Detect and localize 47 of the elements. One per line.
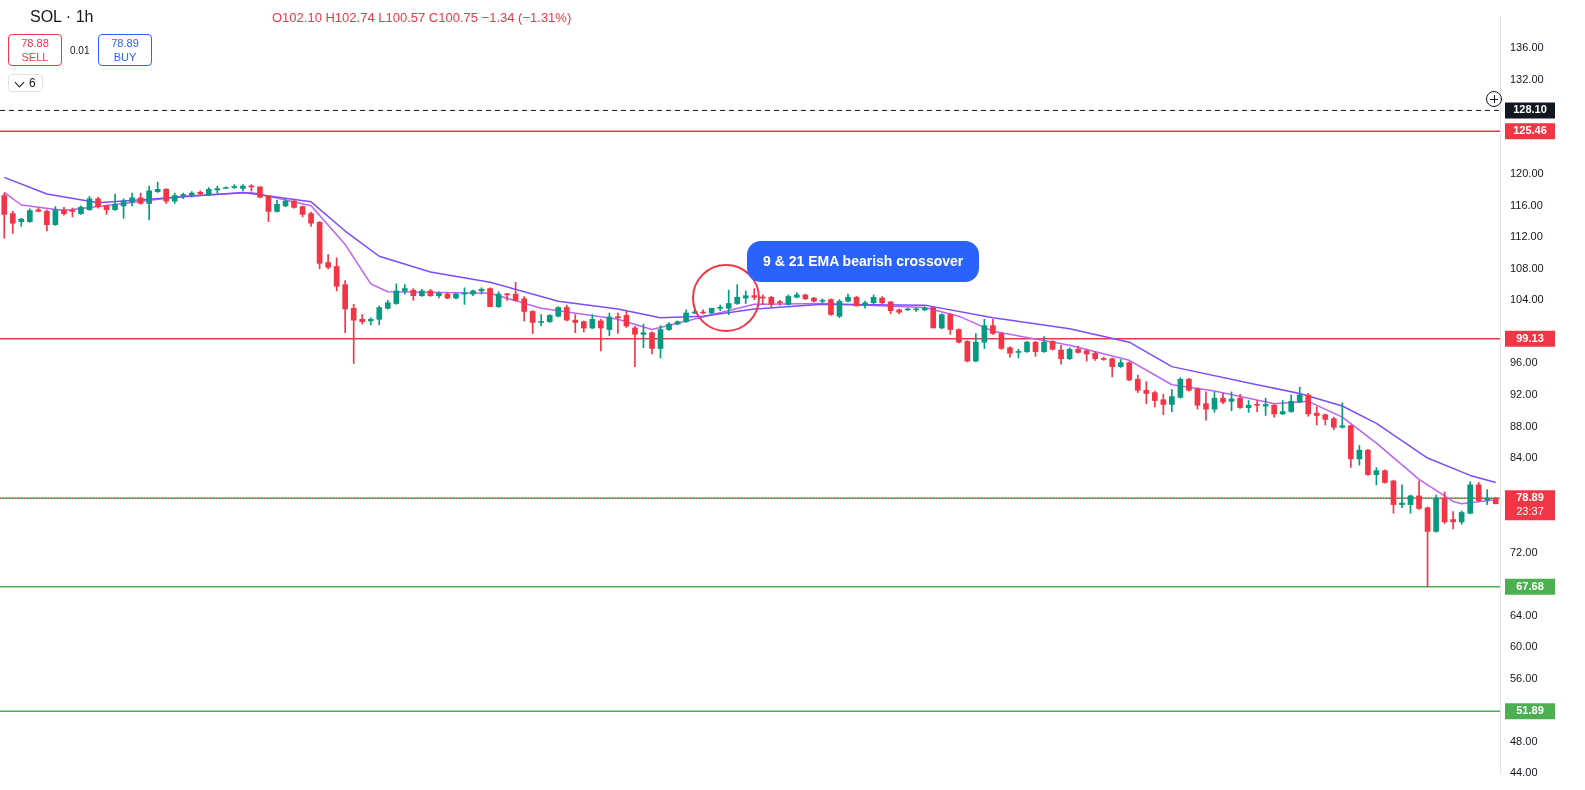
- annotation: 9 & 21 EMA bearish crossover: [747, 241, 980, 282]
- y-tick-label: 104.00: [1510, 293, 1544, 306]
- candlestick: [615, 312, 621, 334]
- y-tick-label: 92.00: [1510, 388, 1538, 401]
- y-tick-label: 116.00: [1510, 198, 1543, 211]
- candlestick: [1399, 484, 1405, 509]
- y-tick-label: 60.00: [1510, 640, 1538, 653]
- annotation: 0.01: [70, 45, 90, 56]
- candlestick: [1203, 391, 1209, 421]
- y-tick-label: 96.00: [1510, 356, 1538, 369]
- y-tick-label: 120.00: [1510, 167, 1544, 180]
- annotation: BUY: [112, 50, 138, 64]
- y-tick-label: 88.00: [1510, 419, 1538, 432]
- candlestick: [1254, 400, 1260, 412]
- annotation: 78.89: [110, 36, 140, 50]
- y-tick-label: 112.00: [1510, 230, 1543, 243]
- ref-line-label: 128.10: [1513, 103, 1547, 116]
- candlestick: [1143, 381, 1150, 404]
- candlestick: [1313, 406, 1320, 426]
- ref-line-label: 125.46: [1513, 124, 1547, 137]
- y-tick-label: 84.00: [1510, 451, 1538, 464]
- candlestick: [367, 317, 374, 326]
- y-tick-label: 56.00: [1510, 671, 1538, 684]
- annotation: 6: [29, 76, 36, 90]
- y-tick-label: 64.00: [1510, 608, 1538, 621]
- candlestick: [742, 290, 749, 304]
- ref-line-label: 99.13: [1516, 331, 1544, 344]
- candlestick: [1484, 489, 1491, 505]
- annotation: SELL: [20, 50, 50, 64]
- candlestick: [538, 314, 545, 326]
- y-tick-label: 44.00: [1510, 766, 1538, 779]
- y-tick-label: 136.00: [1510, 41, 1544, 54]
- annotation: 78.88: [20, 36, 50, 50]
- annotation: O102.10 H102.74 L100.57 C100.75 −1.34 (−1.31%): [272, 10, 572, 25]
- y-tick-label: 108.00: [1510, 261, 1544, 274]
- ref-line-label: 67.68: [1516, 579, 1544, 592]
- chart-title: SOL · 1h: [30, 8, 94, 26]
- y-tick-label: 132.00: [1510, 72, 1544, 85]
- candlestick: [1279, 400, 1286, 416]
- y-tick-label: 72.00: [1510, 545, 1538, 558]
- ref-line-label: 51.89: [1516, 704, 1544, 717]
- y-tick-label: 48.00: [1510, 734, 1538, 747]
- candlestick: [725, 289, 732, 315]
- candlestick: [1450, 511, 1456, 530]
- text: 23:37: [1516, 505, 1544, 518]
- candlestick: [572, 314, 579, 334]
- ref-line-label: 78.89: [1516, 491, 1544, 504]
